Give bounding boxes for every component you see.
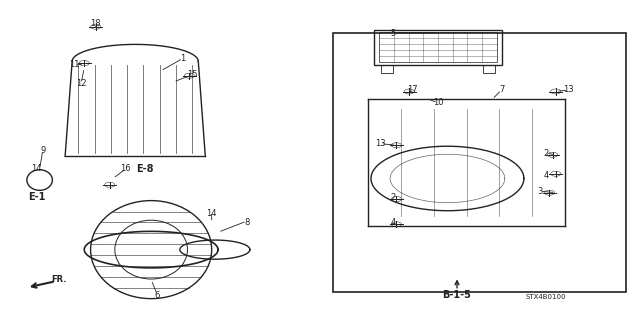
Text: 9: 9 (40, 145, 45, 154)
Text: 2: 2 (390, 193, 396, 202)
Text: 8: 8 (244, 218, 250, 227)
Bar (374, 30, 502, 65)
Text: 5: 5 (390, 28, 396, 38)
Text: 6: 6 (155, 291, 160, 300)
Text: STX4B0100: STX4B0100 (526, 294, 566, 300)
Text: 10: 10 (433, 98, 443, 107)
Bar (380, 33, 497, 62)
Text: 12: 12 (76, 79, 86, 88)
Text: E-8: E-8 (136, 164, 154, 174)
Text: 14: 14 (31, 165, 42, 174)
Bar (333, 33, 626, 292)
Text: 13: 13 (563, 85, 574, 94)
Text: 3: 3 (537, 187, 543, 196)
Text: B-1-5: B-1-5 (443, 291, 472, 300)
Text: 17: 17 (407, 85, 418, 94)
Text: 1: 1 (180, 54, 186, 63)
Text: 14: 14 (207, 209, 217, 218)
Text: 16: 16 (120, 165, 131, 174)
Text: 4: 4 (390, 218, 396, 227)
Text: E-1: E-1 (28, 192, 45, 203)
Text: 7: 7 (499, 85, 504, 94)
Text: 11: 11 (69, 60, 80, 69)
Text: 18: 18 (90, 19, 101, 28)
Text: FR.: FR. (51, 275, 67, 284)
Text: 15: 15 (188, 70, 198, 78)
Text: 4: 4 (543, 171, 549, 180)
Text: 2: 2 (543, 149, 549, 158)
Text: 13: 13 (375, 139, 386, 148)
